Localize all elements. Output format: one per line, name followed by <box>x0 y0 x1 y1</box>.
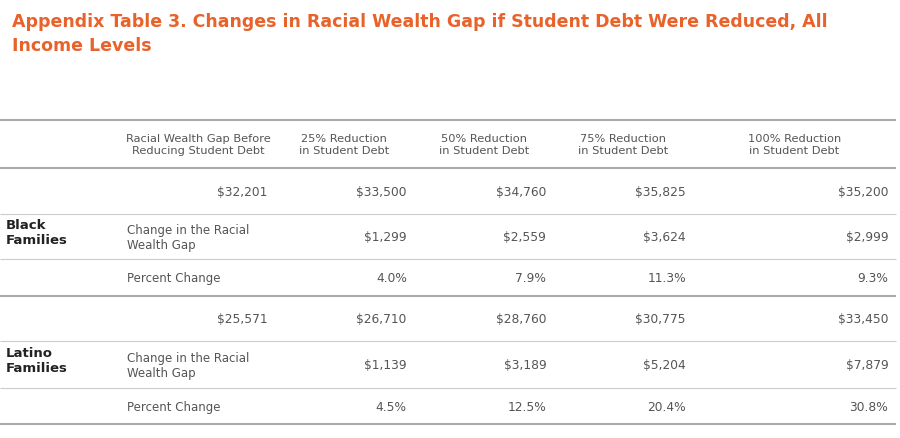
Text: 100% Reduction
in Student Debt: 100% Reduction in Student Debt <box>748 134 841 155</box>
Text: 50% Reduction
in Student Debt: 50% Reduction in Student Debt <box>438 134 529 155</box>
Text: Percent Change: Percent Change <box>127 400 220 413</box>
Text: 4.0%: 4.0% <box>376 271 407 284</box>
Text: 25% Reduction
in Student Debt: 25% Reduction in Student Debt <box>299 134 390 155</box>
Text: 75% Reduction
in Student Debt: 75% Reduction in Student Debt <box>578 134 669 155</box>
Text: Black
Families: Black Families <box>5 219 68 247</box>
Text: $2,559: $2,559 <box>503 231 546 244</box>
Text: $30,775: $30,775 <box>635 312 686 325</box>
Text: $25,571: $25,571 <box>217 312 267 325</box>
Text: $26,710: $26,710 <box>356 312 407 325</box>
Text: Latino
Families: Latino Families <box>5 346 68 374</box>
Text: $34,760: $34,760 <box>496 185 546 198</box>
Text: 11.3%: 11.3% <box>647 271 686 284</box>
Text: 12.5%: 12.5% <box>508 400 546 413</box>
Text: $28,760: $28,760 <box>496 312 546 325</box>
Text: Change in the Racial
Wealth Gap: Change in the Racial Wealth Gap <box>127 223 249 251</box>
Text: Change in the Racial
Wealth Gap: Change in the Racial Wealth Gap <box>127 351 249 379</box>
Text: Appendix Table 3. Changes in Racial Wealth Gap if Student Debt Were Reduced, All: Appendix Table 3. Changes in Racial Weal… <box>12 13 827 55</box>
Text: Racial Wealth Gap Before
Reducing Student Debt: Racial Wealth Gap Before Reducing Studen… <box>126 134 270 155</box>
Text: $35,200: $35,200 <box>838 185 888 198</box>
Text: 20.4%: 20.4% <box>647 400 686 413</box>
Text: $3,189: $3,189 <box>504 358 546 371</box>
Text: $32,201: $32,201 <box>217 185 267 198</box>
Text: $5,204: $5,204 <box>643 358 686 371</box>
Text: $7,879: $7,879 <box>846 358 888 371</box>
Text: 30.8%: 30.8% <box>850 400 888 413</box>
Text: 4.5%: 4.5% <box>376 400 407 413</box>
Text: 9.3%: 9.3% <box>858 271 888 284</box>
Text: Percent Change: Percent Change <box>127 271 220 284</box>
Text: 7.9%: 7.9% <box>516 271 546 284</box>
Text: $33,500: $33,500 <box>356 185 407 198</box>
Text: $2,999: $2,999 <box>846 231 888 244</box>
Text: $33,450: $33,450 <box>838 312 888 325</box>
Text: $1,299: $1,299 <box>364 231 407 244</box>
Text: $35,825: $35,825 <box>635 185 686 198</box>
Text: $1,139: $1,139 <box>364 358 407 371</box>
Text: $3,624: $3,624 <box>644 231 686 244</box>
